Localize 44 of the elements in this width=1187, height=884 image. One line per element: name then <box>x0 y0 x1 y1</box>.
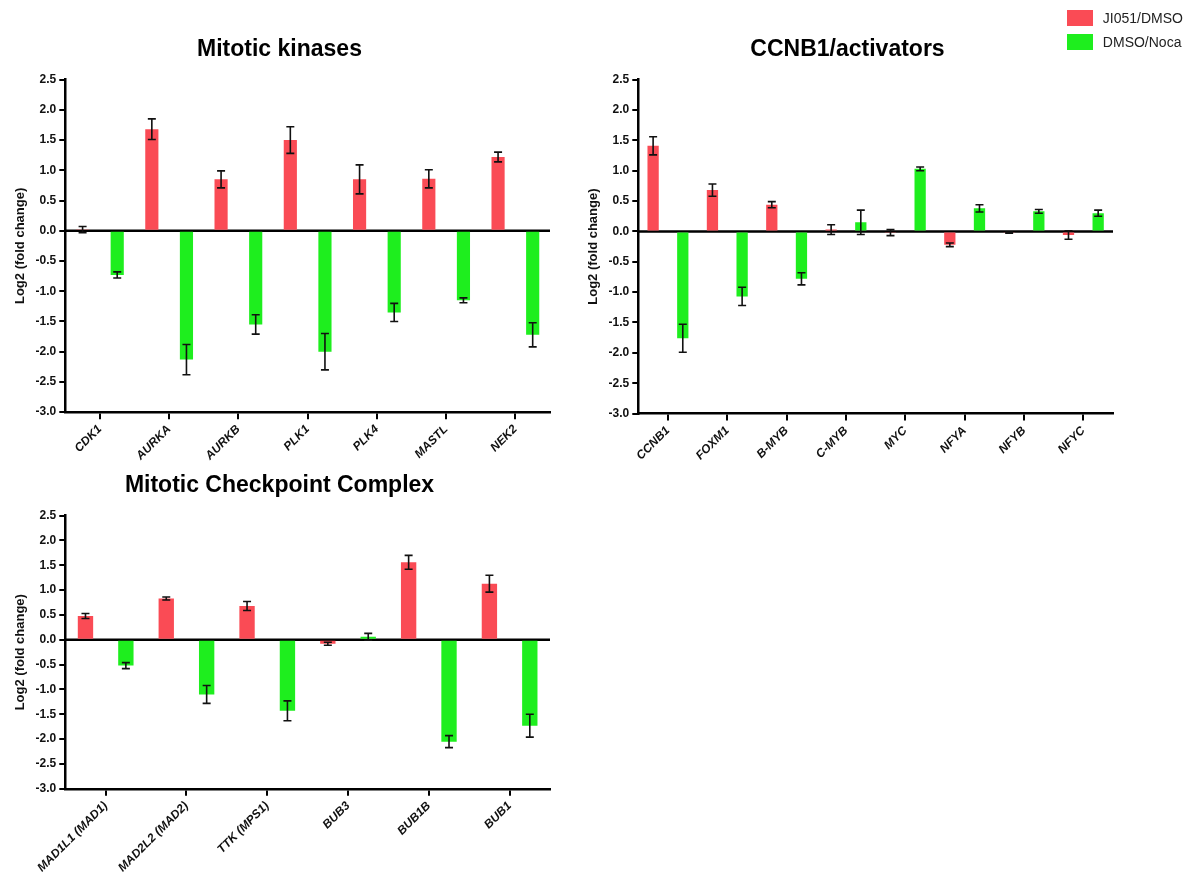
chart-title: Mitotic kinases <box>197 35 362 62</box>
y-axis-title: Log2 (fold change) <box>585 188 601 305</box>
chart-title: CCNB1/activators <box>750 35 945 62</box>
y-tick-label: 1.0 <box>39 162 57 177</box>
y-tick-label: 0.0 <box>39 632 57 647</box>
y-tick-label: 0.0 <box>612 223 630 238</box>
y-tick-label: 1.5 <box>39 557 57 572</box>
y-tick-label: 1.5 <box>39 132 57 147</box>
y-tick-label: 0.5 <box>39 607 57 622</box>
y-tick-label: -2.5 <box>608 375 630 390</box>
y-tick-label: 2.5 <box>39 507 57 522</box>
y-axis-title: Log2 (fold change) <box>12 187 28 305</box>
y-tick-label: -1.5 <box>35 313 57 328</box>
y-tick-label: 2.5 <box>612 71 630 86</box>
y-tick-label: -1.0 <box>35 283 57 298</box>
y-tick-label: 2.0 <box>39 532 57 547</box>
y-tick-label: 2.0 <box>612 102 630 117</box>
y-tick-label: 1.5 <box>612 132 630 147</box>
y-tick-label: 1.0 <box>39 582 57 597</box>
y-tick-label: -2.0 <box>608 345 630 360</box>
chart-title: Mitotic Checkpoint Complex <box>124 471 435 498</box>
y-tick-label: 1.0 <box>612 163 630 177</box>
y-tick-label: -2.0 <box>35 344 57 359</box>
y-tick-label: 2.5 <box>39 71 57 86</box>
y-tick-label: 0.0 <box>39 223 57 238</box>
y-tick-label: 0.5 <box>612 193 630 208</box>
y-tick-label: -1.0 <box>608 284 630 299</box>
legend-label: DMSO/Noca <box>1102 34 1182 50</box>
y-tick-label: 2.0 <box>39 102 57 117</box>
y-tick-label: -0.5 <box>608 254 630 269</box>
y-tick-label: -3.0 <box>608 405 630 420</box>
y-tick-label: -3.0 <box>35 404 57 419</box>
y-tick-label: -3.0 <box>35 781 57 796</box>
y-tick-label: -2.0 <box>35 731 57 746</box>
y-tick-label: 0.5 <box>39 192 57 207</box>
y-axis-title: Log2 (fold change) <box>12 594 28 711</box>
y-tick-label: -0.5 <box>35 253 57 268</box>
y-tick-label: -1.0 <box>35 681 57 696</box>
y-tick-label: -1.5 <box>608 314 630 329</box>
y-tick-label: -2.5 <box>35 756 57 771</box>
y-tick-label: -0.5 <box>35 656 57 671</box>
legend-label: JI051/DMSO <box>1102 10 1183 26</box>
y-tick-label: -2.5 <box>35 374 57 389</box>
y-tick-label: -1.5 <box>35 706 57 721</box>
